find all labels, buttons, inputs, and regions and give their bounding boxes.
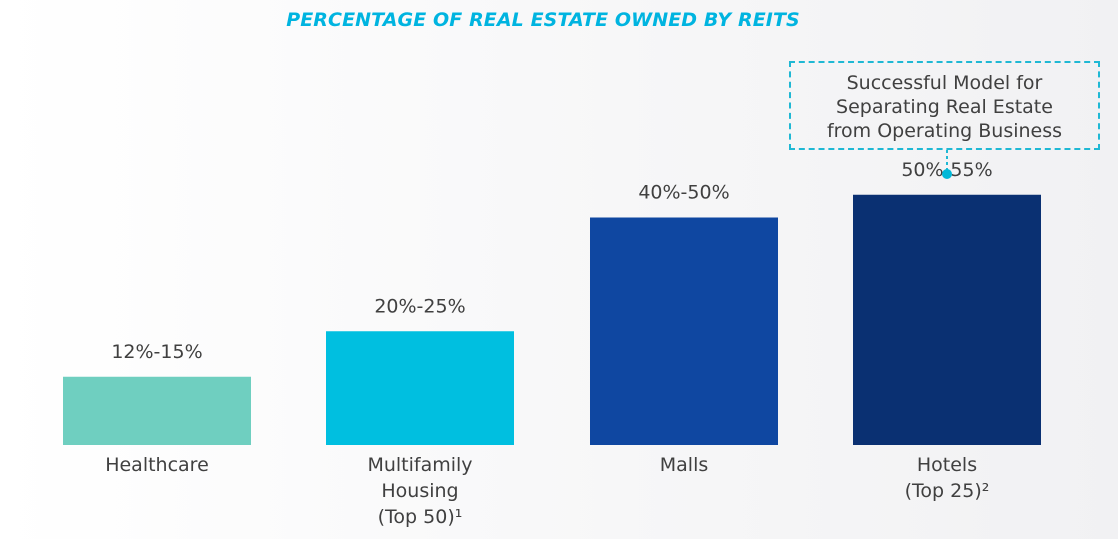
bar	[63, 376, 251, 445]
callout-line: Separating Real Estate	[836, 96, 1053, 118]
callout-line: from Operating Business	[826, 120, 1063, 142]
callout-marker	[942, 169, 952, 179]
callout-line: Successful Model for	[846, 72, 1043, 94]
category-label: Hotels	[917, 454, 977, 476]
category-label: Multifamily	[367, 454, 472, 476]
data-label: 12%-15%	[111, 341, 202, 363]
data-label: 40%-50%	[638, 182, 729, 204]
category-label: Malls	[660, 454, 709, 476]
chart-title: PERCENTAGE OF REAL ESTATE OWNED BY REITS	[286, 9, 800, 31]
bar	[590, 217, 778, 445]
data-label: 20%-25%	[374, 295, 465, 317]
category-label: Healthcare	[105, 454, 209, 476]
bar	[853, 194, 1041, 445]
category-label: (Top 50)¹	[378, 506, 463, 528]
bar	[326, 331, 514, 445]
category-label: (Top 25)²	[905, 480, 990, 502]
category-label: Housing	[381, 480, 458, 502]
callout-box: Successful Model for Separating Real Est…	[789, 61, 1100, 150]
